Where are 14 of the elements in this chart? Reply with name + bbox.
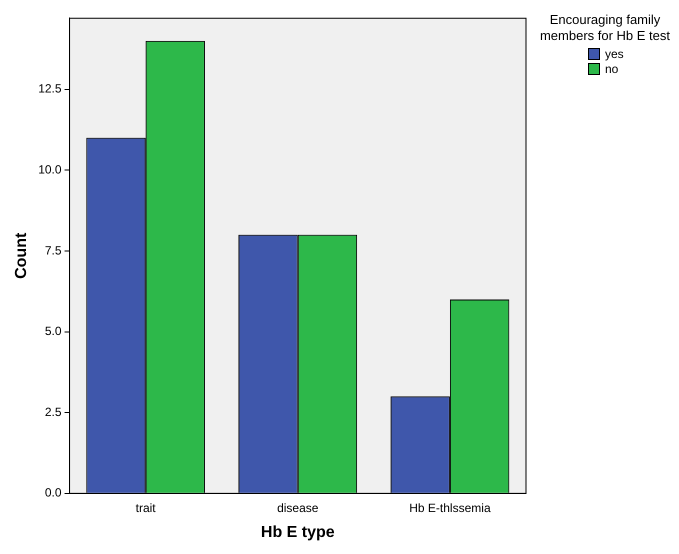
y-tick-label: 2.5 (44, 404, 62, 419)
y-tick-label: 12.5 (38, 82, 62, 96)
x-tick-label: trait (136, 500, 156, 515)
legend-label: no (605, 62, 618, 76)
y-tick-label: 5.0 (44, 324, 62, 338)
x-axis-title: Hb E type (260, 524, 335, 541)
y-tick-label: 7.5 (44, 243, 62, 258)
legend-title: Encouraging family members for Hb E test (538, 12, 672, 44)
legend-label: yes (605, 46, 624, 60)
x-tick-label: Hb E-thlssemia (409, 500, 491, 515)
x-tick-label: disease (277, 500, 319, 515)
y-axis-title: Count (13, 232, 30, 279)
y-tick-label: 0.0 (44, 486, 62, 500)
y-tick-label: 10.0 (38, 162, 62, 176)
